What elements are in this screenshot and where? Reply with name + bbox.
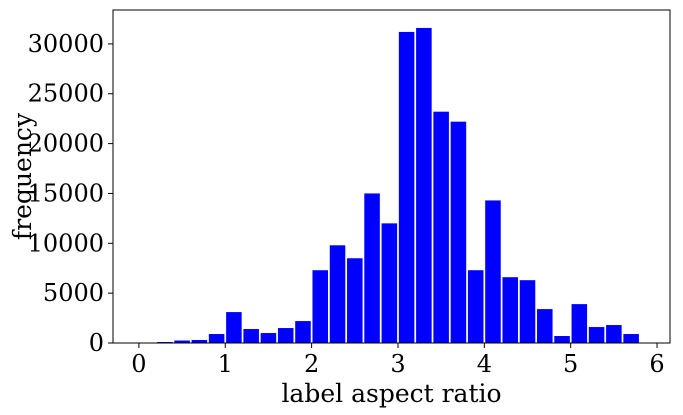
histogram-bar bbox=[260, 333, 277, 343]
histogram-bar bbox=[208, 334, 225, 343]
histogram-bar bbox=[226, 312, 242, 343]
x-tick-label: 3 bbox=[390, 350, 405, 378]
histogram-bar bbox=[571, 304, 588, 343]
histogram-bar bbox=[312, 270, 329, 343]
histogram-bar bbox=[537, 309, 553, 343]
histogram-bar bbox=[467, 270, 484, 343]
histogram-bar bbox=[191, 340, 208, 343]
histogram-bar bbox=[623, 334, 639, 343]
histogram-bar bbox=[381, 223, 398, 343]
x-tick-label: 5 bbox=[563, 350, 578, 378]
histogram-bar bbox=[485, 200, 501, 343]
histogram-bar bbox=[174, 340, 190, 343]
histogram-bar bbox=[416, 27, 432, 343]
x-tick-label: 4 bbox=[477, 350, 492, 378]
bars-group bbox=[139, 27, 639, 344]
histogram-bar bbox=[277, 328, 294, 343]
histogram-bar bbox=[329, 245, 346, 343]
histogram-bar bbox=[364, 193, 380, 343]
x-axis-label: label aspect ratio bbox=[281, 379, 501, 408]
histogram-bar bbox=[433, 111, 449, 343]
histogram-bar bbox=[243, 329, 259, 343]
histogram-bar bbox=[450, 121, 467, 343]
y-tick-label: 25000 bbox=[28, 80, 104, 108]
x-tick-label: 6 bbox=[649, 350, 664, 378]
histogram-bar bbox=[519, 280, 536, 343]
histogram-bar bbox=[347, 258, 363, 343]
y-axis: 0 5000 10000 15000 20000 25000 30000 bbox=[28, 30, 113, 357]
plot-frame bbox=[112, 9, 671, 344]
histogram-bar bbox=[398, 31, 415, 344]
x-axis: 0 1 2 3 4 5 6 bbox=[131, 343, 665, 378]
y-tick-label: 5000 bbox=[43, 279, 104, 307]
y-tick-label: 20000 bbox=[28, 130, 104, 158]
histogram-bar bbox=[606, 325, 622, 343]
y-tick-label: 30000 bbox=[28, 30, 104, 58]
y-axis-label: frequency bbox=[8, 112, 37, 240]
y-tick-label: 15000 bbox=[28, 179, 104, 207]
histogram-bar bbox=[554, 336, 570, 343]
y-tick-label: 10000 bbox=[28, 229, 104, 257]
histogram-bar bbox=[502, 277, 519, 343]
x-tick-label: 0 bbox=[131, 350, 146, 378]
y-tick-label: 0 bbox=[89, 329, 104, 357]
histogram-bar bbox=[295, 321, 311, 343]
histogram-bar bbox=[588, 327, 605, 343]
x-tick-label: 2 bbox=[304, 350, 319, 378]
x-tick-label: 1 bbox=[218, 350, 233, 378]
